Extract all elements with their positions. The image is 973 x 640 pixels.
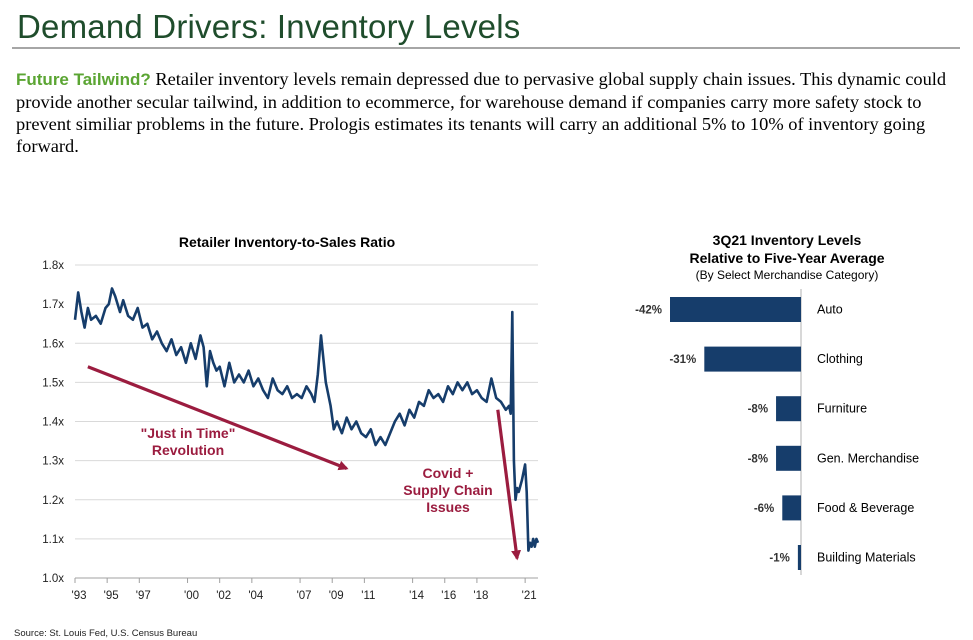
bar-chart: 3Q21 Inventory Levels Relative to Five-Y… xyxy=(635,232,919,575)
y-tick-label: 1.1x xyxy=(42,534,64,546)
line-chart-title: Retailer Inventory-to-Sales Ratio xyxy=(179,234,395,250)
x-tick-label: '16 xyxy=(441,590,456,602)
bar-value-label: -8% xyxy=(748,404,768,416)
page-title: Demand Drivers: Inventory Levels xyxy=(17,8,521,45)
annotation-arrow xyxy=(496,409,522,561)
bar-category-label: Building Materials xyxy=(817,551,916,565)
line-chart-x-axis: '93 '95 '97 '00 '02 '04 '07 '09 '11 '14 '16 '18 '21 xyxy=(72,578,537,602)
x-tick-label: '04 xyxy=(248,590,264,602)
inventory-sales-ratio-line xyxy=(73,287,540,552)
annotation-label: Supply Chain xyxy=(403,482,492,498)
y-tick-label: 1.7x xyxy=(42,299,64,311)
bar-chart-note: (By Select Merchandise Category) xyxy=(696,268,879,282)
intro-body: Retailer inventory levels remain depress… xyxy=(16,69,947,156)
y-tick-label: 1.4x xyxy=(42,417,64,429)
annotation-label: Revolution xyxy=(152,442,224,458)
bar-chart-subtitle: Relative to Five-Year Average xyxy=(689,250,884,266)
bar-value-label: -42% xyxy=(635,305,662,317)
bar-chart-bars: -42% Auto -31% Clothing -8% Furniture -8% Gen. … xyxy=(635,289,919,575)
intro-lead: Future Tailwind? xyxy=(16,70,151,89)
bar xyxy=(670,297,801,322)
x-tick-label: '97 xyxy=(136,590,151,602)
x-tick-label: '95 xyxy=(104,590,119,602)
x-tick-label: '11 xyxy=(361,590,375,602)
line-chart-gridlines xyxy=(75,264,538,579)
bar-category-label: Furniture xyxy=(817,402,867,416)
y-tick-label: 1.0x xyxy=(42,573,64,585)
bar-value-label: -31% xyxy=(669,354,696,366)
bar xyxy=(782,495,801,521)
x-tick-label: '14 xyxy=(409,590,425,602)
bar xyxy=(776,445,801,471)
x-tick-label: '09 xyxy=(329,590,344,602)
x-tick-label: '02 xyxy=(216,590,231,602)
bar xyxy=(776,396,801,422)
bar-category-label: Clothing xyxy=(817,352,863,366)
title-divider xyxy=(12,47,960,49)
y-tick-label: 1.8x xyxy=(42,260,64,272)
y-tick-label: 1.6x xyxy=(42,338,64,350)
annotation-label: Issues xyxy=(426,499,470,515)
line-chart-annotations: "Just in Time"Revolution Covid +Supply Ch… xyxy=(87,365,522,561)
x-tick-label: '21 xyxy=(522,590,537,602)
source-note: Source: St. Louis Fed, U.S. Census Burea… xyxy=(14,628,198,639)
y-tick-label: 1.2x xyxy=(42,495,64,507)
bar xyxy=(704,346,801,372)
intro-paragraph: Future Tailwind? Retailer inventory leve… xyxy=(16,68,956,157)
y-tick-label: 1.5x xyxy=(42,377,64,389)
bar-value-label: -1% xyxy=(769,553,789,565)
bar-category-label: Food & Beverage xyxy=(817,501,914,515)
y-tick-label: 1.3x xyxy=(42,456,64,468)
annotation-arrow xyxy=(87,365,349,471)
bar-value-label: -6% xyxy=(754,503,774,515)
annotation-label: Covid + xyxy=(423,465,474,481)
bar-chart-title: 3Q21 Inventory Levels xyxy=(713,232,862,248)
bar-value-label: -8% xyxy=(748,453,768,465)
x-tick-label: '00 xyxy=(184,590,199,602)
bar-category-label: Gen. Merchandise xyxy=(817,451,919,465)
bar xyxy=(797,545,801,570)
x-tick-label: '93 xyxy=(72,590,87,602)
x-tick-label: '18 xyxy=(473,590,488,602)
bar-category-label: Auto xyxy=(817,303,843,317)
x-tick-label: '07 xyxy=(297,590,312,602)
annotation-label: "Just in Time" xyxy=(141,425,236,441)
line-chart: Retailer Inventory-to-Sales Ratio 1.0x1.… xyxy=(42,234,540,602)
line-chart-y-axis: 1.0x 1.1x 1.2x 1.3x 1.4x 1.5x 1.6x 1.7x 1.8x xyxy=(42,260,64,585)
